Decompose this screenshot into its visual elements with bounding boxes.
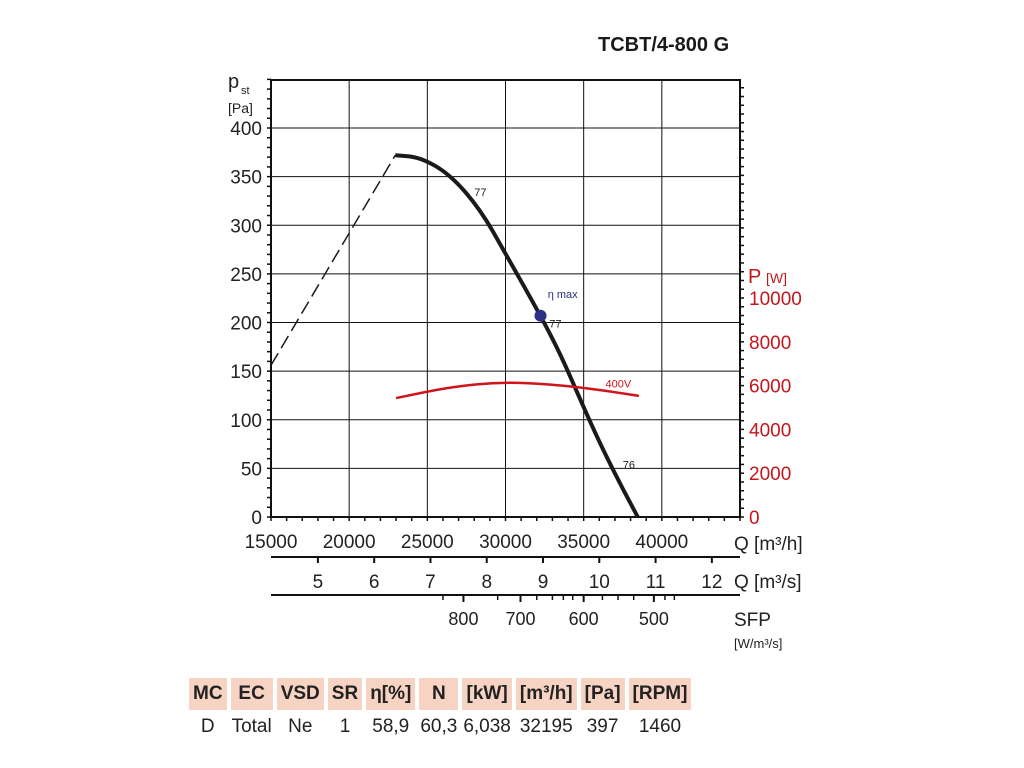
- y-tick-label: 350: [230, 168, 262, 189]
- annotation: 77: [474, 187, 486, 199]
- x3-axis-label: SFP: [734, 610, 771, 631]
- x-tick-label: 30000: [479, 532, 532, 553]
- x-tick-label: 20000: [323, 532, 376, 553]
- x3-tick-label: 800: [448, 609, 478, 629]
- x2-tick-label: 5: [313, 572, 324, 593]
- x2-tick-label: 9: [538, 572, 549, 593]
- annotation: 400V: [606, 379, 632, 391]
- x2-tick-label: 10: [589, 572, 610, 593]
- table-header: [kW]: [462, 678, 512, 710]
- y2-axis-unit: [W]: [766, 270, 787, 286]
- chart-title: TCBT/4-800 G: [598, 34, 730, 56]
- table-header: [RPM]: [628, 678, 692, 710]
- y2-tick-label: 8000: [749, 333, 791, 354]
- annotation: 76: [623, 459, 635, 471]
- y-axis-label-sub: st: [241, 85, 250, 97]
- table-cell: Ne: [288, 716, 313, 737]
- table-header: η[%]: [366, 678, 416, 710]
- y-tick-label: 50: [241, 459, 262, 480]
- x3-tick-label: 500: [639, 609, 669, 629]
- x2-tick-label: 7: [425, 572, 436, 593]
- fan-spec-table: MC EC VSD SR η[%] N [kW] [m³/h] [Pa] [RPM] D Total…: [185, 678, 695, 744]
- table-header: [Pa]: [580, 678, 625, 710]
- y2-tick-label: 10000: [749, 289, 802, 310]
- y-tick-label: 100: [230, 411, 262, 432]
- annotation: 77: [549, 318, 561, 330]
- y-tick-label: 150: [230, 362, 262, 383]
- table-header: VSD: [276, 678, 324, 710]
- y2-tick-label: 6000: [749, 377, 791, 398]
- x2-tick-label: 6: [369, 572, 380, 593]
- x-tick-label: 40000: [635, 532, 688, 553]
- x3-tick-label: 600: [569, 609, 599, 629]
- y2-tick-label: 0: [749, 508, 760, 529]
- table-cell: 397: [586, 716, 619, 737]
- y-tick-label: 0: [251, 508, 262, 529]
- x2-axis-label: Q [m³/s]: [734, 572, 802, 593]
- x-tick-label: 25000: [401, 532, 454, 553]
- x3-tick-label: 700: [505, 609, 535, 629]
- table-cell: 32195: [519, 716, 573, 737]
- y2-tick-label: 4000: [749, 420, 791, 441]
- table-cell: Total: [231, 716, 272, 737]
- table-cell: D: [200, 716, 215, 737]
- x2-tick-label: 11: [646, 572, 666, 593]
- x-tick-label: 15000: [245, 532, 298, 553]
- table-header: SR: [327, 678, 363, 710]
- y-tick-label: 250: [230, 265, 262, 286]
- annotation: η max: [548, 289, 578, 301]
- table-header: MC: [189, 678, 227, 710]
- table-header: EC: [230, 678, 273, 710]
- series-400V: [395, 381, 640, 400]
- table-header: [m³/h]: [515, 678, 577, 710]
- table-cell: 1: [339, 716, 351, 737]
- y2-axis-label: P: [748, 266, 761, 288]
- table-cell: 6,038: [463, 716, 511, 737]
- series-stall-limit: [270, 154, 396, 366]
- x-tick-label: 35000: [557, 532, 610, 553]
- y-axis-label: p: [228, 71, 239, 93]
- y-tick-label: 400: [230, 119, 262, 140]
- x-axis-label: Q [m³/h]: [734, 534, 803, 555]
- y-axis-unit: [Pa]: [228, 100, 253, 116]
- table-cell: 1460: [638, 716, 682, 737]
- y-tick-label: 300: [230, 216, 262, 237]
- eta-max-point: [534, 309, 547, 322]
- y2-tick-label: 2000: [749, 464, 791, 485]
- table-cell: 60,3: [420, 716, 458, 737]
- x2-tick-label: 12: [701, 572, 722, 593]
- series-pressure: [395, 153, 640, 518]
- table-cell: 58,9: [372, 716, 410, 737]
- table-header: N: [419, 678, 459, 710]
- y-tick-label: 200: [230, 314, 262, 335]
- x3-axis-unit: [W/m³/s]: [734, 636, 782, 651]
- x2-tick-label: 8: [481, 572, 492, 593]
